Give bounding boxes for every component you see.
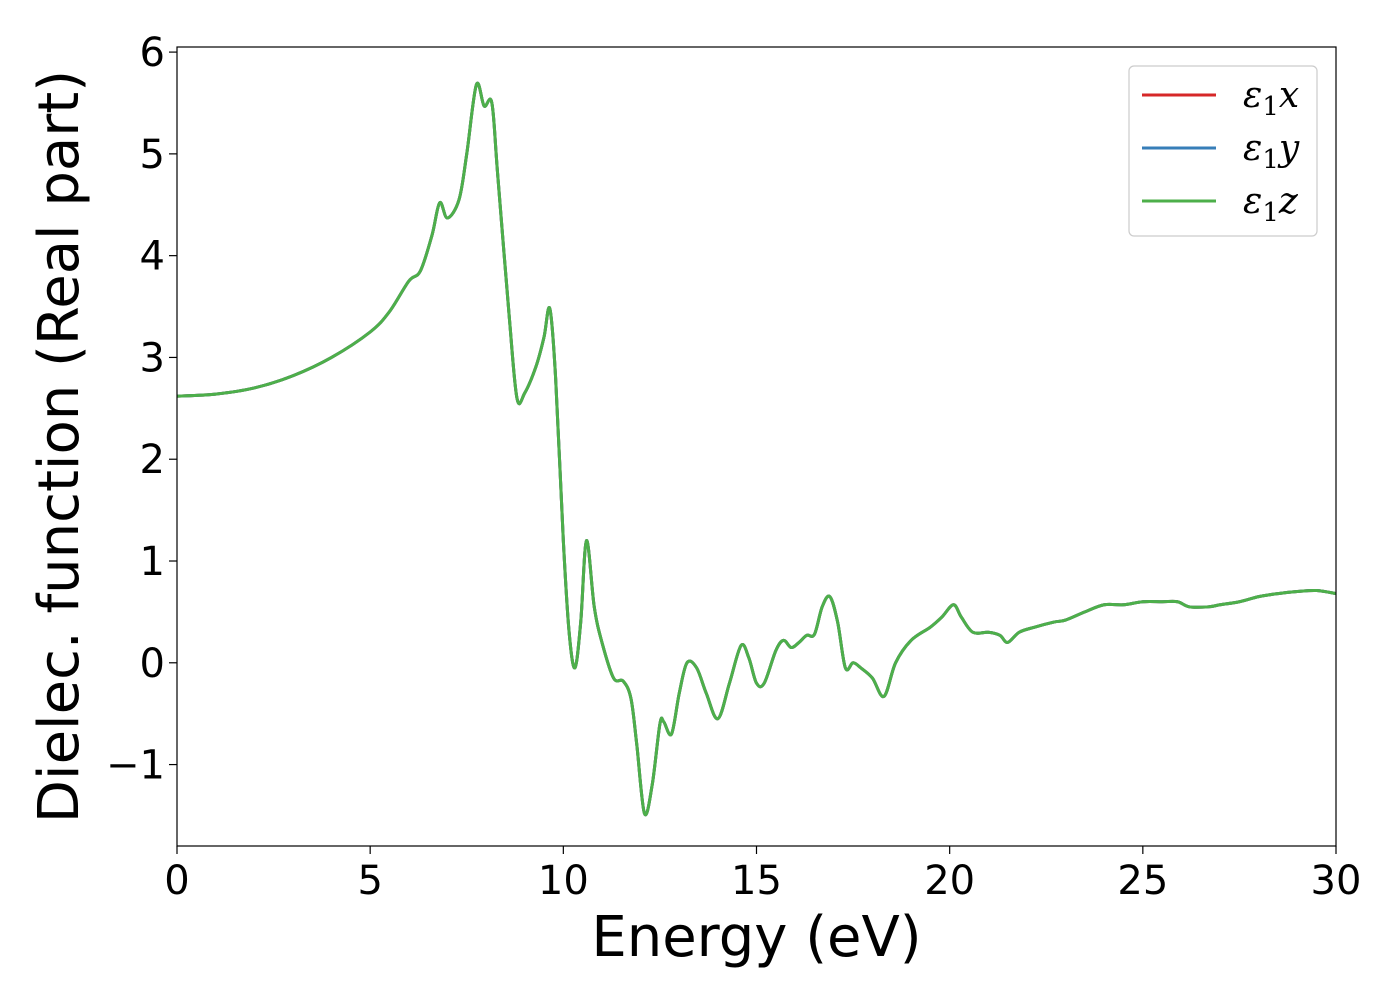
x-tick-label: 5	[357, 858, 382, 904]
y-axis-ticks: −1 0 1 2 3 4 5 6	[106, 30, 177, 789]
x-tick-label: 15	[731, 858, 782, 904]
series-layer	[176, 81, 1337, 817]
x-tick-label: 10	[538, 858, 589, 904]
x-axis-label: Energy (eV)	[591, 905, 921, 970]
x-axis-ticks: 0 5 10 15 20 25 30	[164, 846, 1361, 904]
legend-label: ε1x	[1243, 75, 1299, 122]
y-axis-label: Dielec. function (Real part)	[27, 70, 92, 823]
y-tick-label: −1	[106, 743, 165, 789]
legend: ε1x ε1y ε1z	[1128, 65, 1318, 237]
series-line-3	[176, 81, 1337, 817]
y-tick-label: 3	[140, 335, 165, 381]
legend-label: ε1z	[1243, 181, 1299, 228]
y-tick-label: 2	[140, 437, 165, 483]
legend-label: ε1y	[1243, 128, 1300, 175]
x-tick-label: 0	[164, 858, 189, 904]
y-tick-label: 1	[140, 539, 165, 585]
y-tick-label: 4	[140, 234, 165, 280]
y-tick-label: 0	[140, 641, 165, 687]
x-tick-label: 25	[1117, 858, 1168, 904]
legend-box	[1128, 65, 1318, 237]
y-tick-label: 5	[140, 132, 165, 178]
x-tick-label: 20	[924, 858, 975, 904]
y-tick-label: 6	[140, 30, 165, 76]
x-tick-label: 30	[1311, 858, 1362, 904]
